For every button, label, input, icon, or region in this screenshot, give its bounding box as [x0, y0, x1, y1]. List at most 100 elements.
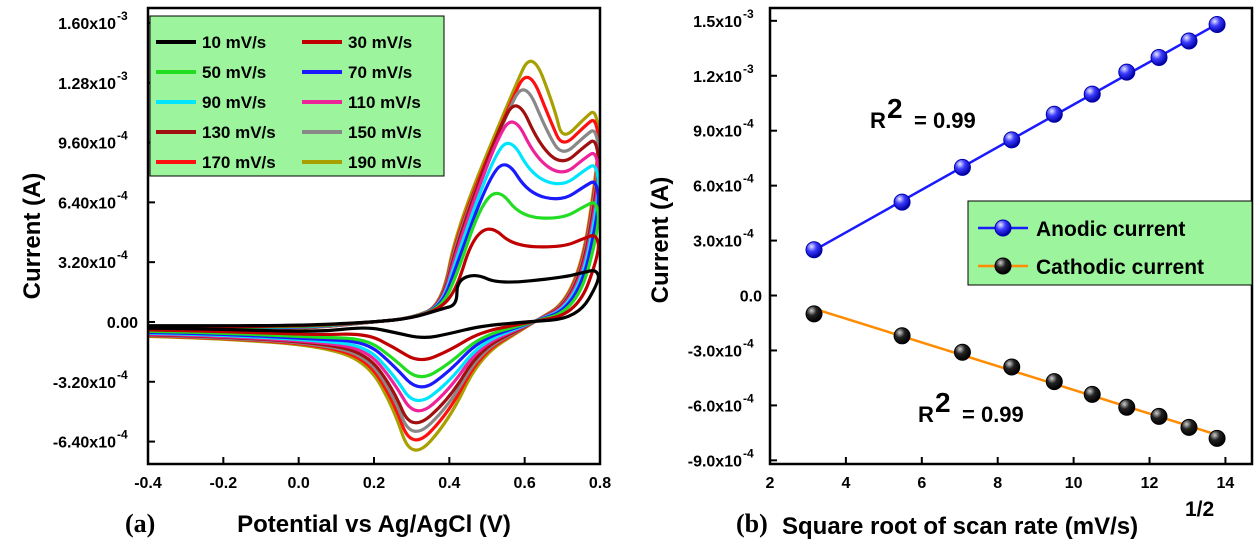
panel-a-x-tick-label: 0.0 — [288, 475, 310, 492]
panel-b-y-tick-exponent: -4 — [743, 391, 754, 405]
legend-swatch-marker — [994, 219, 1012, 237]
anodic-data-point — [1003, 131, 1021, 149]
panel-b-y-tick-exponent: -4 — [743, 446, 754, 460]
legend-entry: 150 mV/s — [348, 123, 422, 142]
panel-b-x-tick-labels: 2 4 6 8 10 12 14 — [766, 475, 1235, 492]
legend-entry: 130 mV/s — [202, 123, 276, 142]
panel-b-y-tick-label: -9.0x10 — [688, 453, 742, 470]
cathodic-r2-value: = 0.99 — [962, 402, 1024, 427]
panel-a-x-tick-label: -0.4 — [134, 475, 162, 492]
panel-a-y-tick-exponent: -4 — [117, 368, 128, 382]
anodic-data-point — [1118, 63, 1136, 81]
anodic-data-point — [1150, 48, 1168, 66]
panel-a-y-tick-label: 0.00 — [107, 315, 138, 332]
anodic-data-point — [805, 241, 823, 259]
legend-entry: Anodic current — [1036, 218, 1185, 241]
panel-b-points — [805, 15, 1226, 447]
panel-b-y-tick-exponent: -4 — [743, 117, 754, 131]
panel-a-legend: 10 mV/s 30 mV/s 50 mV/s 70 mV/s 90 mV/s 110 m… — [149, 15, 445, 177]
cv-curve-10-mV-s — [147, 269, 600, 339]
cathodic-data-point — [893, 327, 911, 345]
panel-b-y-axis-title: Current (A) — [647, 177, 674, 304]
panel-a-x-tick-labels: -0.4 -0.2 0.0 0.2 0.4 0.6 0.8 — [134, 475, 611, 492]
panel-b-label: (b) — [736, 509, 768, 538]
legend-entry: 190 mV/s — [348, 153, 422, 172]
panel-b-x-tick-label: 4 — [841, 475, 850, 492]
anodic-data-point — [1208, 15, 1226, 33]
panel-a-x-tick-label: -0.2 — [210, 475, 238, 492]
panel-a-x-tick-label: 0.6 — [514, 475, 536, 492]
panel-b-x-tick-label: 2 — [766, 475, 775, 492]
panel-b-y-tick-label: 1.5x10 — [693, 14, 742, 31]
cathodic-data-point — [1118, 398, 1136, 416]
cathodic-data-point — [1208, 429, 1226, 447]
panel-a-y-tick-exponent: -4 — [117, 129, 128, 143]
panel-a-label: (a) — [125, 509, 155, 538]
panel-b-y-tick-exponent: -3 — [743, 7, 754, 21]
cathodic-data-point — [805, 305, 823, 323]
panel-a-legend-box — [149, 15, 445, 177]
panel-b-x-axis-title: Square root of scan rate (mV/s) — [782, 513, 1138, 540]
cathodic-data-point — [1150, 407, 1168, 425]
panel-b-y-tick-label: 0.0 — [740, 289, 762, 306]
panel-a-y-tick-exponent: -4 — [117, 188, 128, 202]
anodic-data-point — [893, 193, 911, 211]
panel-a-curves — [147, 59, 600, 452]
panel-a-y-tick-label: -6.40x10 — [53, 435, 116, 452]
panel-b-y-tick-exponent: -4 — [743, 227, 754, 241]
panel-b: 2 4 6 8 10 12 14 1.5x10 -31.2x10 -39.0x10 -46.0x1… — [647, 6, 1254, 540]
panel-b-x-tick-label: 6 — [917, 475, 926, 492]
panel-b-y-tick-exponent: -4 — [743, 172, 754, 186]
panel-b-y-tick-labels: 1.5x10 -31.2x10 -39.0x10 -46.0x10 -43.0x10 -4… — [688, 7, 762, 471]
legend-entry: 110 mV/s — [348, 93, 421, 112]
panel-a-y-tick-exponent: -3 — [117, 9, 128, 23]
panel-b-y-tick-label: 1.2x10 — [693, 69, 742, 86]
legend-entry: Cathodic current — [1036, 256, 1204, 279]
panel-b-y-tick-label: 9.0x10 — [693, 124, 742, 141]
legend-entry: 30 mV/s — [348, 33, 412, 52]
panel-a-x-tick-label: 0.2 — [363, 475, 385, 492]
panel-a-y-axis-title: Current (A) — [19, 173, 46, 300]
panel-a-y-tick-label: -3.20x10 — [53, 375, 116, 392]
panel-b-x-axis-title-superscript: 1/2 — [1185, 498, 1214, 521]
anodic-r2-annotation: R 2 = 0.99 — [870, 93, 976, 133]
anodic-data-point — [1083, 85, 1101, 103]
panel-a-x-axis-title: Potential vs Ag/AgCl (V) — [237, 511, 511, 538]
panel-a-y-tick-label: 3.20x10 — [58, 255, 116, 272]
panel-b-x-tick-label: 10 — [1065, 475, 1083, 492]
panel-b-y-tick-exponent: -4 — [743, 336, 754, 350]
panel-a-x-tick-label: 0.8 — [589, 475, 611, 492]
cathodic-r2-annotation: R 2 = 0.99 — [918, 387, 1024, 427]
panel-b-legend-box — [967, 200, 1253, 286]
cathodic-data-point — [1045, 373, 1063, 391]
panel-b-x-tick-label: 12 — [1141, 475, 1159, 492]
panel-a-y-tick-exponent: -4 — [117, 248, 128, 262]
legend-entry: 170 mV/s — [202, 153, 276, 172]
cathodic-r2-symbol: R — [918, 402, 934, 427]
legend-entry: 70 mV/s — [348, 63, 412, 82]
anodic-data-point — [1180, 32, 1198, 50]
legend-swatch-marker — [994, 257, 1012, 275]
cathodic-data-point — [1083, 385, 1101, 403]
panel-b-legend: Anodic current Cathodic current — [967, 200, 1253, 286]
legend-entry: 10 mV/s — [202, 33, 266, 52]
panel-b-y-tick-label: 3.0x10 — [693, 234, 742, 251]
panel-b-y-tick-label: 6.0x10 — [693, 179, 742, 196]
panel-b-x-tick-label: 8 — [993, 475, 1002, 492]
anodic-r2-superscript: 2 — [887, 93, 903, 124]
panel-b-x-tick-label: 14 — [1217, 475, 1235, 492]
anodic-r2-symbol: R — [870, 108, 886, 133]
panel-a-y-tick-label: 9.60x10 — [58, 136, 116, 153]
panel-a-y-tick-exponent: -3 — [117, 69, 128, 83]
panel-a-y-tick-labels: 1.60x10 -31.28x10 -39.60x10 -46.40x10 -43.20… — [53, 9, 138, 452]
panel-a-x-tick-label: 0.4 — [438, 475, 460, 492]
panel-b-y-tick-label: -6.0x10 — [688, 398, 742, 415]
legend-entry: 90 mV/s — [202, 93, 266, 112]
anodic-data-point — [953, 158, 971, 176]
panel-a-y-tick-label: 6.40x10 — [58, 195, 116, 212]
panel-a-y-tick-exponent: -4 — [117, 428, 128, 442]
cathodic-data-point — [1003, 358, 1021, 376]
cathodic-data-point — [1180, 418, 1198, 436]
panel-a: -0.4 -0.2 0.0 0.2 0.4 0.6 0.8 1.60x10 -31.28x10… — [19, 6, 611, 538]
